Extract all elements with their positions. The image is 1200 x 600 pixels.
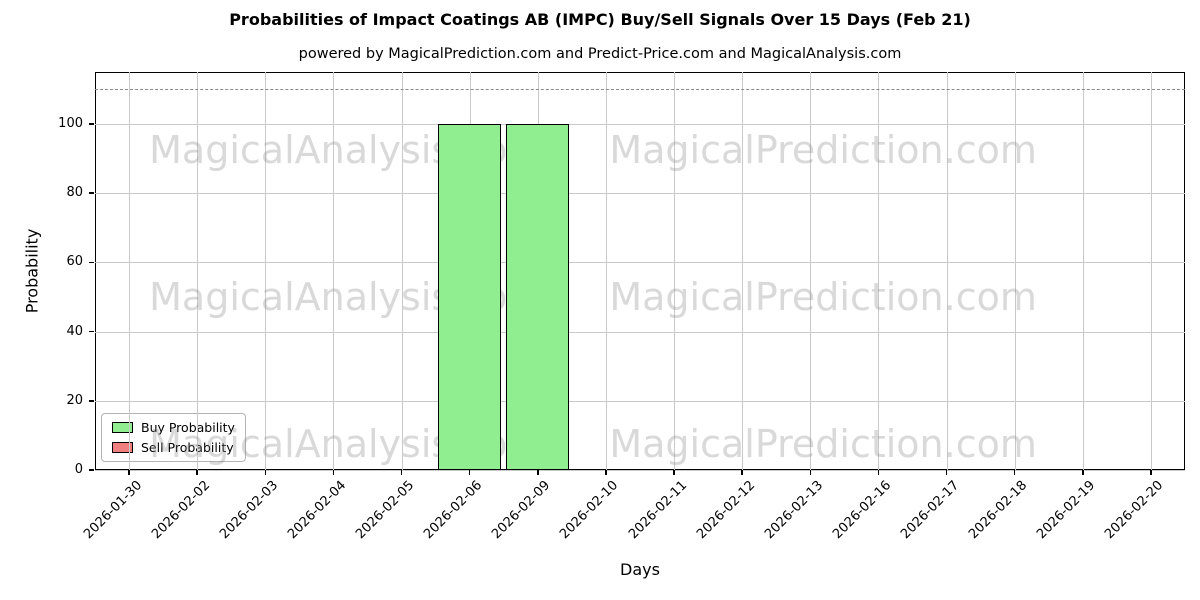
x-tick-label: 2026-02-05 <box>353 478 418 543</box>
grid-line-vertical <box>605 72 607 470</box>
x-tick-mark <box>1013 470 1016 475</box>
x-tick-mark <box>1150 470 1152 475</box>
watermark-text: MagicalPrediction.com <box>609 422 1037 467</box>
x-axis-label: Days <box>620 560 660 579</box>
y-axis-label: Probability <box>22 228 42 314</box>
bar-buy <box>506 123 570 470</box>
y-tick-label: 0 <box>74 462 83 477</box>
chart-subtitle: powered by MagicalPrediction.com and Pre… <box>298 46 902 62</box>
x-tick-label: 2026-02-06 <box>421 478 486 543</box>
x-tick-label: 2026-02-13 <box>761 478 826 543</box>
grid-line-vertical <box>333 72 335 470</box>
y-tick-mark <box>89 192 94 194</box>
y-tick-mark <box>89 123 94 125</box>
legend-label: Sell Probability <box>141 440 234 455</box>
grid-line-vertical <box>810 72 812 470</box>
watermark-text: MagicalPrediction.com <box>609 274 1037 319</box>
grid-line-horizontal <box>95 193 1185 195</box>
threshold-line <box>95 89 1185 91</box>
x-tick-mark <box>1082 470 1084 475</box>
x-tick-mark <box>605 470 607 475</box>
x-tick-mark <box>741 470 743 475</box>
x-tick-label: 2026-02-09 <box>489 478 554 543</box>
plot-area <box>95 72 1185 470</box>
y-tick-mark <box>89 261 94 264</box>
x-tick-label: 2026-02-19 <box>1034 478 1099 543</box>
grid-line-vertical <box>401 72 403 470</box>
x-tick-mark <box>400 470 403 475</box>
y-tick-label: 20 <box>66 392 83 408</box>
x-tick-mark <box>196 470 198 475</box>
grid-line-vertical <box>197 72 199 470</box>
x-tick-mark <box>673 470 675 475</box>
y-tick-label: 80 <box>66 185 83 201</box>
grid-line-horizontal <box>95 470 1185 471</box>
x-tick-mark <box>468 470 471 475</box>
grid-line-vertical <box>946 72 948 470</box>
x-tick-label: 2026-02-20 <box>1102 478 1167 543</box>
y-tick-label: 60 <box>66 254 83 270</box>
x-tick-mark <box>537 470 539 475</box>
grid-line-vertical <box>742 72 744 470</box>
x-tick-label: 2026-02-03 <box>216 478 281 543</box>
grid-line-vertical <box>878 72 880 470</box>
x-tick-label: 2026-01-30 <box>80 478 145 543</box>
grid-line-horizontal <box>95 331 1185 333</box>
legend-swatch <box>112 442 133 453</box>
x-tick-label: 2026-02-04 <box>285 478 350 543</box>
y-tick-label: 100 <box>58 115 83 131</box>
grid-line-horizontal <box>95 123 1185 125</box>
x-tick-label: 2026-02-17 <box>898 478 963 543</box>
y-tick-mark <box>89 330 94 333</box>
legend-label: Buy Probability <box>141 420 235 435</box>
x-tick-label: 2026-02-02 <box>148 478 213 543</box>
x-tick-label: 2026-02-11 <box>625 478 690 543</box>
grid-line-vertical <box>674 72 676 470</box>
grid-line-horizontal <box>95 400 1185 402</box>
grid-line-vertical <box>265 72 267 470</box>
legend-swatch <box>112 422 133 433</box>
x-tick-mark <box>332 470 335 475</box>
legend-entry: Buy Probability <box>112 420 235 435</box>
grid-line-vertical <box>1150 72 1152 470</box>
grid-line-vertical <box>1014 72 1016 470</box>
x-tick-mark <box>809 470 812 475</box>
y-tick-mark <box>89 469 94 471</box>
x-tick-label: 2026-02-12 <box>693 478 758 543</box>
grid-line-horizontal <box>95 262 1185 264</box>
watermark-text: MagicalPrediction.com <box>609 128 1037 172</box>
x-tick-mark <box>945 470 948 475</box>
x-tick-mark <box>264 470 267 475</box>
grid-line-vertical <box>129 72 131 470</box>
chart-title: Probabilities of Impact Coatings AB (IMP… <box>229 10 971 29</box>
x-tick-label: 2026-02-16 <box>830 478 895 543</box>
y-tick-label: 40 <box>66 323 83 339</box>
legend: Buy Probability Sell Probability <box>101 413 246 462</box>
grid-line-vertical <box>1082 72 1084 470</box>
x-tick-label: 2026-02-18 <box>966 478 1031 543</box>
x-tick-mark <box>877 470 880 475</box>
bar-buy <box>438 123 502 470</box>
legend-entry: Sell Probability <box>112 440 235 455</box>
x-tick-mark <box>128 470 130 475</box>
y-tick-mark <box>89 400 94 402</box>
x-tick-label: 2026-02-10 <box>557 478 622 543</box>
